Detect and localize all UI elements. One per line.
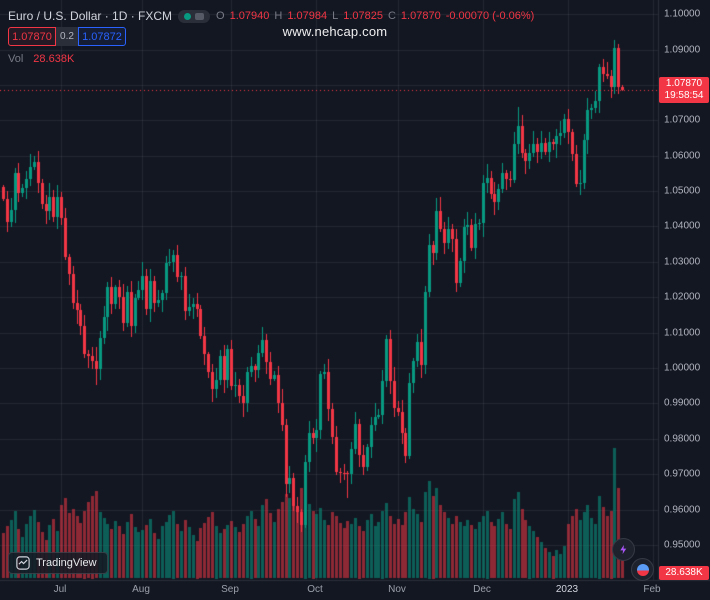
- sell-button[interactable]: 1.07870: [8, 27, 56, 46]
- current-price-value: 1.07870: [665, 77, 703, 89]
- low-label: L: [332, 10, 339, 22]
- price-axis-label: 0.95000: [664, 539, 701, 551]
- visibility-dot-icon: [184, 12, 192, 20]
- high-label: H: [274, 10, 283, 22]
- close-label: C: [387, 10, 396, 22]
- price-axis-label: 1.04000: [664, 220, 701, 232]
- close-value: 1.07870: [400, 10, 441, 22]
- tradingview-logo-text: TradingView: [36, 557, 97, 569]
- boost-button[interactable]: [612, 538, 635, 561]
- low-value: 1.07825: [343, 10, 383, 22]
- time-axis[interactable]: Jul Aug Sep Oct Nov Dec 2023 Feb: [0, 580, 710, 600]
- price-axis-label: 1.07000: [664, 114, 701, 126]
- price-axis-label: 0.97000: [664, 468, 701, 480]
- price-axis-label: 1.02000: [664, 291, 701, 303]
- price-axis-label: 1.06000: [664, 150, 701, 162]
- promo-button[interactable]: [631, 558, 654, 581]
- ohlc-readout: O 1.07940 H 1.07984 L 1.07825 C 1.07870 -0.0…: [216, 10, 534, 22]
- more-icon: [195, 12, 205, 20]
- symbol-title[interactable]: Euro / U.S. Dollar · 1D · FXCM: [8, 9, 173, 23]
- time-axis-label: Nov: [388, 584, 406, 595]
- price-axis-label: 0.96000: [664, 504, 701, 516]
- volume-value: 28.638K: [33, 53, 75, 65]
- chart-legend: Euro / U.S. Dollar · 1D · FXCM O 1.07940 …: [8, 8, 534, 70]
- tradingview-logo-badge[interactable]: TradingView: [8, 552, 108, 574]
- current-price-label: 1.07870 19:58:54: [659, 76, 709, 103]
- price-axis-label: 1.05000: [664, 185, 701, 197]
- time-axis-label: Jul: [53, 584, 67, 595]
- time-axis-label: 2023: [555, 584, 579, 595]
- spread-value: 0.2: [56, 27, 78, 46]
- price-axis-label: 1.09000: [664, 44, 701, 56]
- volume-label: Vol: [8, 53, 24, 65]
- source-toggle[interactable]: [178, 9, 211, 23]
- time-axis-label: Aug: [132, 584, 150, 595]
- price-axis-label: 0.99000: [664, 397, 701, 409]
- quote-row: 1.07870 0.2 1.07872: [8, 27, 534, 46]
- open-label: O: [216, 10, 225, 22]
- tradingview-logo-icon: [16, 556, 30, 570]
- buy-button[interactable]: 1.07872: [78, 27, 126, 46]
- promo-icon: [636, 563, 649, 576]
- volume-readout: Vol 28.638K: [8, 51, 534, 67]
- high-value: 1.07984: [287, 10, 328, 22]
- time-axis-label: Dec: [473, 584, 491, 595]
- legend-title-row: Euro / U.S. Dollar · 1D · FXCM O 1.07940 …: [8, 8, 534, 24]
- open-value: 1.07940: [229, 10, 270, 22]
- time-axis-label: Feb: [643, 584, 661, 595]
- volume-axis-label: 28.638K: [659, 566, 709, 580]
- bar-countdown: 19:58:54: [664, 89, 704, 101]
- time-axis-label: Sep: [221, 584, 239, 595]
- time-axis-label: Oct: [307, 584, 323, 595]
- price-axis-label: 0.98000: [664, 433, 701, 445]
- watermark: www.nehcap.com: [282, 24, 388, 39]
- price-axis-label: 1.10000: [664, 8, 701, 20]
- lightning-icon: [620, 544, 627, 555]
- change-value: -0.00070 (-0.06%): [445, 10, 535, 22]
- price-axis-label: 1.01000: [664, 327, 701, 339]
- price-axis-label: 1.00000: [664, 362, 701, 374]
- price-axis-label: 1.03000: [664, 256, 701, 268]
